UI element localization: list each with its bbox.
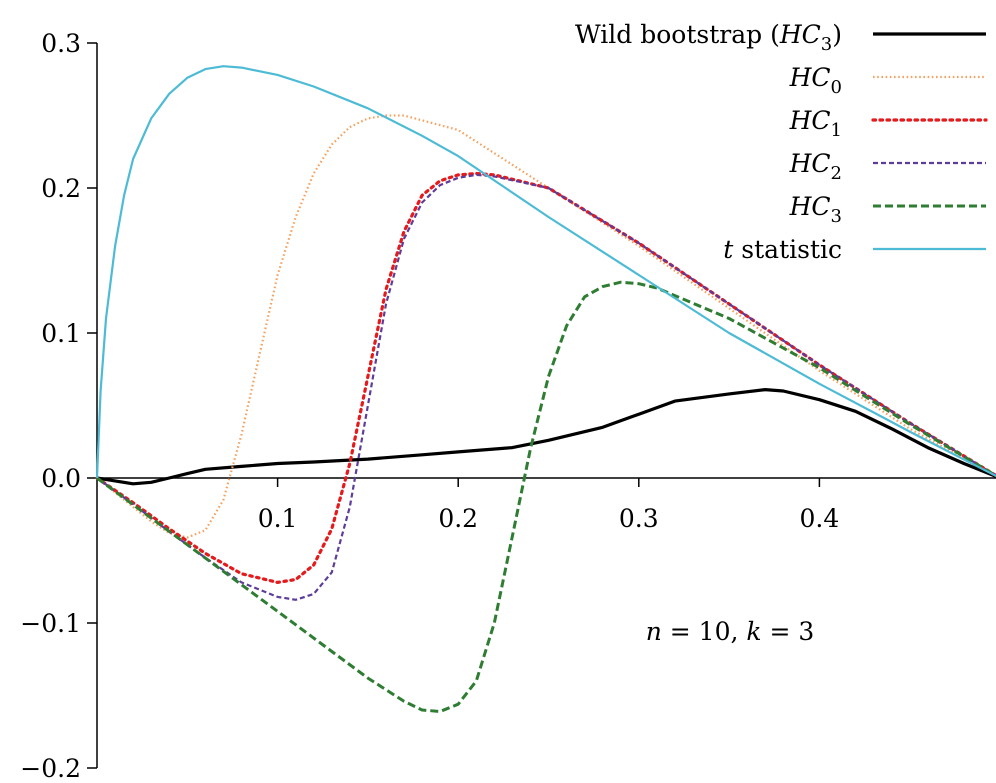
x-tick-label: 0.1 — [258, 504, 298, 533]
series-line-1 — [96, 114, 996, 539]
y-tick-label: −0.2 — [20, 754, 81, 783]
x-tick-label: 0.2 — [438, 504, 478, 533]
legend-label-1: HC0 — [789, 63, 842, 98]
x-tick-label: 0.4 — [800, 504, 840, 533]
series-line-3 — [96, 173, 996, 601]
series-line-2 — [95, 171, 996, 585]
y-tick-label: 0.0 — [41, 464, 81, 493]
x-ticks: 0.1 0.2 0.3 0.4 — [258, 478, 840, 533]
legend-label-5: t statistic — [723, 235, 842, 264]
series-line-0 — [96, 388, 996, 486]
annotation-n-k: n = 10, k = 3 — [646, 617, 815, 646]
y-ticks: −0.2 −0.1 0.0 0.1 0.2 0.3 — [20, 29, 97, 783]
legend-label-3: HC2 — [789, 149, 842, 184]
y-tick-label: 0.1 — [41, 319, 81, 348]
series-line-5 — [95, 65, 996, 479]
legend-label-4: HC3 — [789, 192, 842, 227]
y-tick-label: −0.1 — [20, 609, 81, 638]
axes: 0.1 0.2 0.3 0.4 −0.2 −0.1 0.0 0.1 0.2 0.3 — [20, 29, 996, 783]
y-tick-label: 0.3 — [41, 29, 81, 58]
legend-label-0: Wild bootstrap (HC3) — [575, 20, 842, 55]
y-tick-label: 0.2 — [41, 174, 81, 203]
legend: Wild bootstrap (HC3) HC0 HC1 HC2 HC3 t statis… — [575, 20, 988, 264]
x-tick-label: 0.3 — [619, 504, 659, 533]
legend-label-2: HC1 — [789, 106, 842, 141]
series-lines — [95, 65, 996, 713]
series-line-4 — [96, 280, 996, 713]
